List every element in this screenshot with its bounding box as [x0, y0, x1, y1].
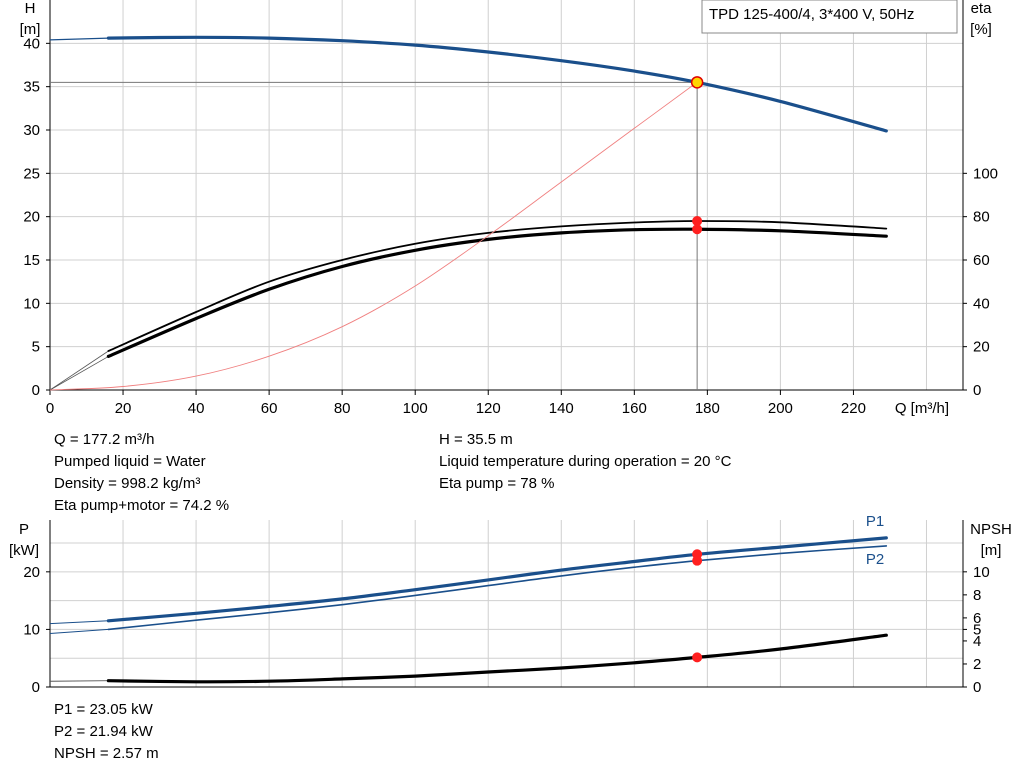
y-axis-label-left: P	[19, 521, 29, 538]
y-axis-label-right: eta	[971, 0, 993, 17]
y-tick-label-right: 100	[973, 165, 998, 182]
y-tick-label-left: 35	[23, 79, 40, 96]
head-start-segment	[49, 37, 109, 41]
eta-pump-curve	[107, 220, 888, 352]
info-bottom: P1 = 23.05 kW P2 = 21.94 kW NPSH = 2.57 …	[54, 699, 159, 765]
info-flow: Q = 177.2 m³/h	[54, 431, 155, 448]
p1-curve	[106, 536, 888, 623]
info-eta-pump: Eta pump = 78 %	[439, 475, 555, 492]
y-tick-label-right: 10	[973, 564, 990, 581]
y-tick-label-right: 60	[973, 252, 990, 269]
y-axis-label-left: H	[25, 0, 36, 17]
y-tick-label-left: 5	[32, 339, 40, 356]
y-tick-label-left: 40	[23, 35, 40, 52]
operating-point-npsh	[692, 652, 703, 663]
info-density: Density = 998.2 kg/m³	[54, 475, 201, 492]
info-head: H = 35.5 m	[439, 431, 513, 448]
y-tick-label-right: 80	[973, 209, 990, 226]
y-axis-unit-right: [%]	[970, 21, 992, 38]
efficiency-start-segment	[49, 350, 109, 391]
y-tick-label-left: 25	[23, 165, 40, 182]
y-axis-unit-left: [m]	[20, 21, 41, 38]
x-tick-label: 40	[188, 400, 205, 417]
y-tick-label-right: 20	[973, 339, 990, 356]
info-temperature: Liquid temperature during operation = 20…	[439, 453, 732, 470]
y-tick-label-left: 20	[23, 564, 40, 581]
head-curve	[106, 35, 888, 133]
x-tick-label: 20	[115, 400, 132, 417]
title-box	[701, 0, 958, 34]
chart-title: TPD 125-400/4, 3*400 V, 50Hz	[709, 6, 914, 23]
x-tick-label: 120	[476, 400, 501, 417]
x-tick-label: 140	[549, 400, 574, 417]
p1-label: P1	[866, 513, 884, 530]
x-tick-label: 80	[334, 400, 351, 417]
p2-start-segment	[49, 628, 109, 634]
system-curve	[49, 81, 698, 391]
y-tick-label-left: 0	[32, 382, 40, 399]
y-tick-label-right: 40	[973, 295, 990, 312]
npsh-start-segment	[49, 680, 109, 682]
y-axis-unit-right: [m]	[981, 542, 1002, 559]
y-axis-unit-left: [kW]	[9, 542, 39, 559]
y-tick-label-right: 6	[973, 610, 981, 627]
p2-curve	[107, 545, 888, 631]
info-p1: P1 = 23.05 kW	[54, 701, 153, 718]
efficiency-start-segment	[49, 356, 109, 391]
x-tick-label: 220	[841, 400, 866, 417]
x-tick-label: 180	[695, 400, 720, 417]
x-tick-label: 160	[622, 400, 647, 417]
operating-point-head	[690, 76, 704, 89]
operating-point-eta-pump	[692, 216, 703, 226]
y-tick-label-left: 15	[23, 252, 40, 269]
x-tick-label: 100	[403, 400, 428, 417]
y-tick-label-right: 0	[973, 679, 981, 696]
y-tick-label-right: 5	[973, 621, 981, 638]
npsh-curve	[106, 633, 888, 684]
p1-start-segment	[49, 620, 109, 625]
info-npsh: NPSH = 2.57 m	[54, 745, 159, 762]
y-tick-label-right: 0	[973, 382, 981, 399]
info-top-left: Q = 177.2 m³/h Pumped liquid = Water Den…	[54, 429, 229, 517]
x-axis-label: Q [m³/h]	[895, 400, 949, 417]
y-tick-label-left: 10	[23, 621, 40, 638]
y-tick-label-right: 2	[973, 656, 981, 673]
y-tick-label-right: 8	[973, 587, 981, 604]
y-tick-label-left: 20	[23, 209, 40, 226]
operating-point-p2	[692, 555, 703, 566]
y-tick-label-left: 10	[23, 295, 40, 312]
info-p2: P2 = 21.94 kW	[54, 723, 153, 740]
y-tick-label-left: 30	[23, 122, 40, 139]
operating-point-eta-total	[692, 224, 703, 235]
info-top-right: H = 35.5 m Liquid temperature during ope…	[439, 429, 731, 495]
info-eta-total: Eta pump+motor = 74.2 %	[54, 497, 230, 514]
y-tick-label-left: 0	[32, 679, 40, 696]
y-tick-label-right: 4	[973, 633, 981, 650]
x-tick-label: 0	[46, 400, 54, 417]
info-liquid: Pumped liquid = Water	[54, 453, 206, 470]
x-tick-label: 200	[768, 400, 793, 417]
x-tick-label: 60	[261, 400, 278, 417]
eta-total-curve	[106, 227, 888, 358]
p2-label: P2	[866, 551, 884, 568]
y-axis-label-right: NPSH	[970, 521, 1012, 538]
